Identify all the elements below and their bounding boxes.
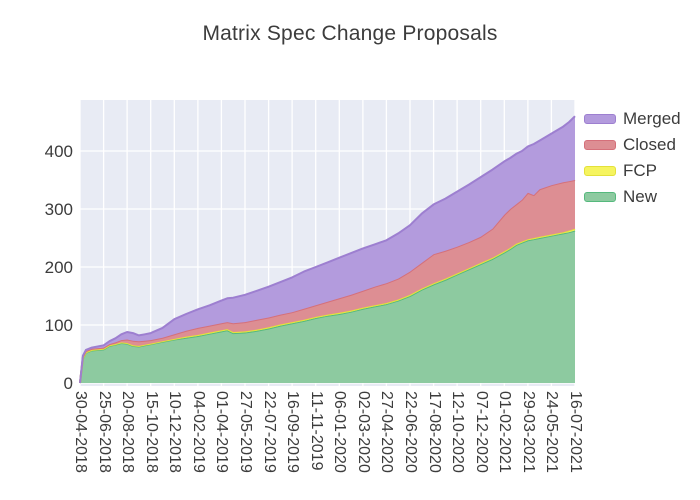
legend: Merged Closed FCP New: [584, 106, 681, 210]
chart-title: Matrix Spec Change Proposals: [202, 22, 498, 45]
x-tick-label: 27-04-2020: [378, 391, 396, 473]
x-tick-label: 16-07-2021: [567, 391, 584, 473]
y-tick-label: 400: [44, 141, 73, 161]
legend-swatch-merged-icon: [584, 114, 616, 124]
legend-swatch-closed-icon: [584, 140, 616, 150]
x-tick-label: 15-10-2018: [142, 391, 160, 473]
legend-item-closed[interactable]: Closed: [584, 132, 681, 158]
legend-label: Merged: [623, 109, 681, 128]
legend-label: Closed: [623, 135, 676, 154]
x-tick-label: 01-02-2021: [496, 391, 514, 473]
area-new[interactable]: [80, 230, 575, 384]
x-tick-label: 12-10-2020: [449, 391, 467, 473]
x-tick-label: 06-01-2020: [331, 391, 349, 473]
legend-label: New: [623, 187, 658, 206]
x-tick-label: 24-05-2021: [543, 391, 561, 473]
x-tick-label: 04-02-2019: [189, 391, 207, 473]
legend-item-new[interactable]: New: [584, 184, 681, 210]
y-tick-label: 100: [44, 315, 73, 335]
x-tick-label: 30-04-2018: [72, 391, 89, 473]
area-merged[interactable]: [80, 116, 575, 383]
x-tick-label: 20-08-2018: [119, 391, 137, 473]
legend-item-fcp[interactable]: FCP: [584, 158, 681, 184]
x-tick-label: 22-07-2019: [260, 391, 278, 473]
y-tick-label: 300: [44, 199, 73, 219]
x-tick-label: 29-03-2021: [519, 391, 537, 473]
x-tick-label: 25-06-2018: [95, 391, 113, 473]
x-tick-label: 07-12-2020: [472, 391, 490, 473]
y-tick-label: 200: [44, 257, 73, 277]
legend-item-merged[interactable]: Merged: [584, 106, 681, 132]
x-tick-label: 16-09-2019: [284, 391, 302, 473]
legend-swatch-fcp-icon: [584, 166, 616, 176]
x-tick-label: 02-03-2020: [354, 391, 372, 473]
boundary-merged: [79, 115, 576, 384]
x-tick-label: 01-04-2019: [213, 391, 231, 473]
legend-label: FCP: [623, 161, 657, 180]
x-tick-label: 22-06-2020: [402, 391, 419, 473]
x-tick-label: 17-08-2020: [425, 391, 443, 473]
legend-swatch-new-icon: [584, 192, 616, 202]
x-tick-label: 11-11-2019: [307, 391, 325, 471]
area-closed[interactable]: [80, 180, 575, 383]
y-tick-label: 0: [63, 373, 73, 393]
x-tick-label: 27-05-2019: [237, 391, 254, 473]
x-tick-label: 10-12-2018: [166, 391, 184, 473]
